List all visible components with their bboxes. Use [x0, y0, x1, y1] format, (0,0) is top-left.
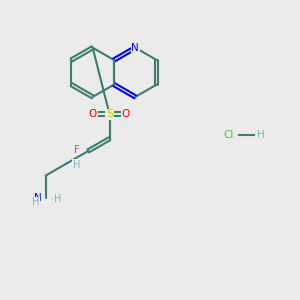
Text: S: S — [106, 109, 113, 119]
Text: F: F — [74, 145, 80, 154]
Text: O: O — [122, 109, 130, 119]
Text: H: H — [32, 197, 40, 207]
Text: N: N — [131, 43, 139, 53]
Text: N: N — [34, 193, 42, 203]
Text: H: H — [256, 130, 264, 140]
Text: Cl: Cl — [224, 130, 234, 140]
Text: ·H: ·H — [51, 194, 62, 204]
Text: O: O — [89, 109, 97, 119]
Text: H: H — [73, 160, 80, 170]
